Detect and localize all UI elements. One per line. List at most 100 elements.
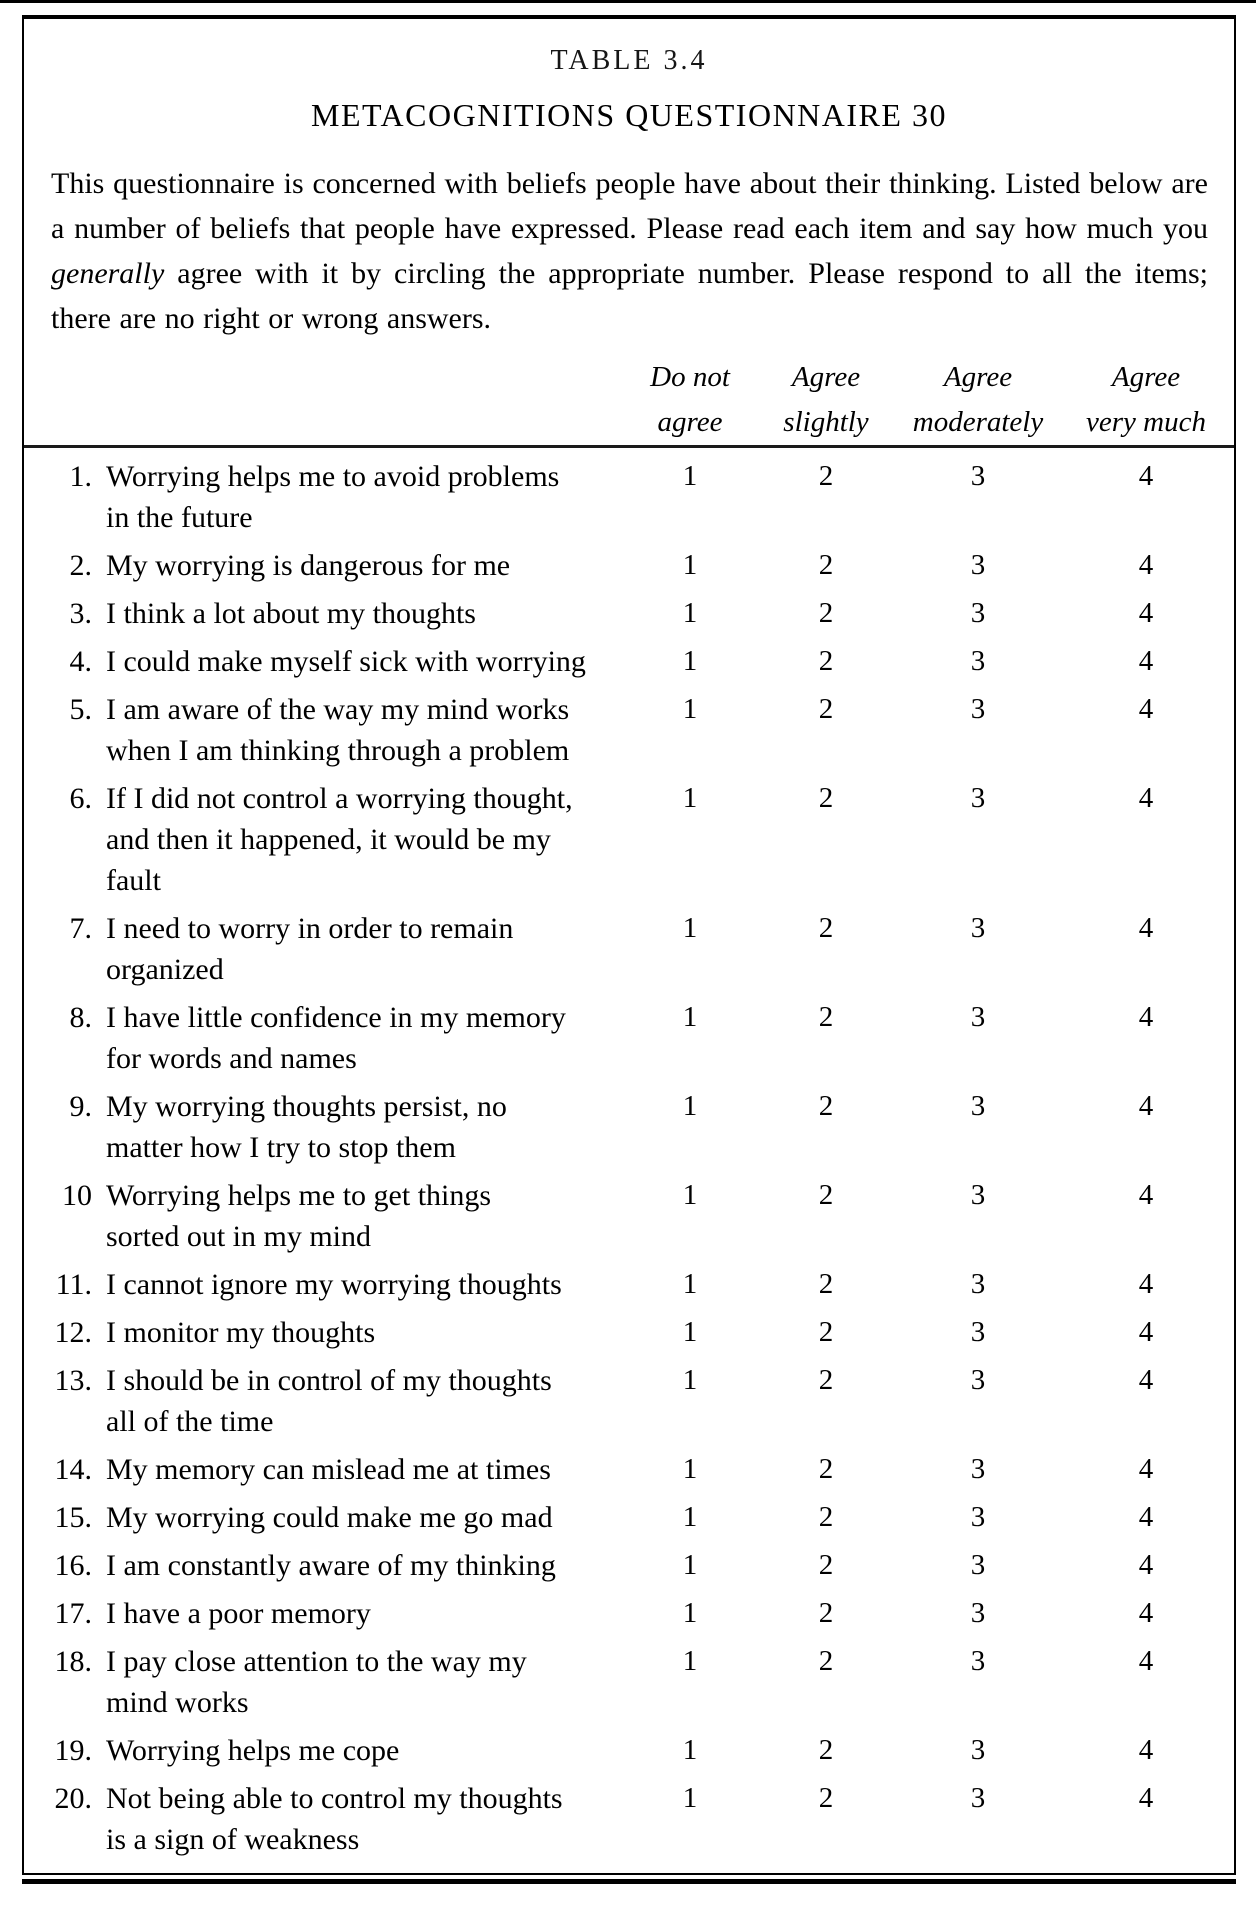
item-number: 9. — [69, 1090, 93, 1123]
item-number: 10 — [62, 1179, 92, 1212]
rating-option-4: 4 — [1138, 549, 1154, 581]
intro-emphasis: generally — [51, 257, 165, 290]
item-text-line: and then it happened, it would be my — [106, 823, 551, 856]
item-number: 17. — [54, 1597, 93, 1630]
rating-option-4: 4 — [1138, 1268, 1154, 1300]
item-text-line: fault — [106, 864, 161, 897]
rating-option-1: 1 — [682, 1597, 698, 1629]
rating-column-headers: Do not agree Agree slightly Agree modera… — [24, 355, 1234, 445]
item-text-line: My worrying is dangerous for me — [106, 549, 511, 582]
rating-option-4: 4 — [1138, 693, 1154, 725]
questionnaire-item: 17. I have a poor memory 1 2 3 4 — [24, 1593, 1234, 1634]
item-text-line: My worrying thoughts persist, no — [106, 1090, 507, 1123]
rating-option-1: 1 — [682, 693, 698, 725]
item-text-line: I am constantly aware of my thinking — [106, 1549, 556, 1582]
questionnaire-item: 13. I should be in control of my thought… — [24, 1360, 1234, 1442]
item-text: If I did not control a worrying thought,… — [106, 778, 1234, 901]
item-text-line: I should be in control of my thoughts — [106, 1364, 552, 1397]
rating-option-3: 3 — [970, 693, 986, 725]
rating-option-2: 2 — [818, 912, 834, 944]
header-separator-rule — [24, 445, 1234, 448]
table-frame: TABLE 3.4 METACOGNITIONS QUESTIONNAIRE 3… — [22, 15, 1236, 1875]
rating-option-3: 3 — [970, 912, 986, 944]
item-text-line: Worrying helps me to get things — [106, 1179, 492, 1212]
item-text: I think a lot about my thoughts — [106, 593, 1234, 634]
item-number: 14. — [54, 1453, 93, 1486]
item-text: I should be in control of my thoughts all… — [106, 1360, 1234, 1442]
item-text-line: mind works — [106, 1686, 249, 1719]
item-text-line: Not being able to control my thoughts — [106, 1782, 563, 1815]
column-header-line: Do not — [650, 361, 730, 393]
item-number: 20. — [54, 1782, 93, 1815]
item-text-line: when I am thinking through a problem — [106, 734, 570, 767]
rating-option-3: 3 — [970, 549, 986, 581]
rating-option-1: 1 — [682, 1734, 698, 1766]
rating-option-4: 4 — [1138, 1549, 1154, 1581]
item-text: I am constantly aware of my thinking — [106, 1545, 1234, 1586]
rating-option-3: 3 — [970, 1645, 986, 1677]
item-text-line: sorted out in my mind — [106, 1220, 371, 1253]
item-text-line: matter how I try to stop them — [106, 1131, 456, 1164]
column-header-line: Agree — [943, 361, 1013, 393]
item-text-line: I have a poor memory — [106, 1597, 371, 1630]
intro-text-before: This questionnaire is concerned with bel… — [51, 167, 1208, 245]
intro-text-after: agree with it by circling the appropriat… — [51, 257, 1208, 335]
item-number: 3. — [69, 597, 93, 630]
questionnaire-item: 11. I cannot ignore my worrying thoughts… — [24, 1264, 1234, 1305]
rating-option-2: 2 — [818, 1549, 834, 1581]
questionnaire-item: 10 Worrying helps me to get things sorted… — [24, 1175, 1234, 1257]
questionnaire-item: 5. I am aware of the way my mind works wh… — [24, 689, 1234, 771]
rating-option-4: 4 — [1138, 782, 1154, 814]
rating-option-3: 3 — [970, 1364, 986, 1396]
rating-option-3: 3 — [970, 1090, 986, 1122]
item-text: I could make myself sick with worrying — [106, 641, 1234, 682]
rating-option-3: 3 — [970, 597, 986, 629]
rating-option-3: 3 — [970, 1316, 986, 1348]
item-text: I am aware of the way my mind works when … — [106, 689, 1234, 771]
item-text: My worrying thoughts persist, no matter h… — [106, 1086, 1234, 1168]
rating-option-4: 4 — [1138, 1782, 1154, 1814]
item-text-line: If I did not control a worrying thought, — [106, 782, 573, 815]
item-text-line: all of the time — [106, 1405, 274, 1438]
rating-option-2: 2 — [818, 645, 834, 677]
column-header-line: agree — [657, 406, 723, 438]
item-text: I need to worry in order to remain organi… — [106, 908, 1234, 990]
intro-paragraph: This questionnaire is concerned with bel… — [51, 161, 1208, 341]
rating-option-4: 4 — [1138, 645, 1154, 677]
questionnaire-item: 18. I pay close attention to the way my m… — [24, 1641, 1234, 1723]
rating-option-4: 4 — [1138, 1364, 1154, 1396]
rating-option-1: 1 — [682, 1001, 698, 1033]
rating-option-1: 1 — [682, 549, 698, 581]
item-text-line: I could make myself sick with worrying — [106, 645, 586, 678]
questionnaire-item: 9. My worrying thoughts persist, no matte… — [24, 1086, 1234, 1168]
table-label: TABLE 3.4 — [550, 45, 708, 76]
rating-option-1: 1 — [682, 1268, 698, 1300]
column-header-line: Agree — [791, 361, 861, 393]
rating-option-4: 4 — [1138, 460, 1154, 492]
item-number: 16. — [54, 1549, 93, 1582]
questionnaire-item: 12. I monitor my thoughts 1 2 3 4 — [24, 1312, 1234, 1353]
rating-option-2: 2 — [818, 1179, 834, 1211]
questionnaire-item: 2. My worrying is dangerous for me 1 2 3 4 — [24, 545, 1234, 586]
item-text: My worrying is dangerous for me — [106, 545, 1234, 586]
rating-option-2: 2 — [818, 782, 834, 814]
item-text: I have little confidence in my memory for… — [106, 997, 1234, 1079]
item-number: 2. — [69, 549, 93, 582]
column-header-line: Agree — [1111, 361, 1181, 393]
rating-option-1: 1 — [682, 645, 698, 677]
item-text-line: organized — [106, 953, 224, 986]
questionnaire-item: 6. If I did not control a worrying thoug… — [24, 778, 1234, 901]
rating-option-2: 2 — [818, 1734, 834, 1766]
rating-option-2: 2 — [818, 1316, 834, 1348]
column-header-line: very much — [1086, 406, 1206, 438]
rating-option-1: 1 — [682, 1364, 698, 1396]
rating-option-3: 3 — [970, 1501, 986, 1533]
rating-option-3: 3 — [970, 1782, 986, 1814]
column-header-line: slightly — [783, 406, 869, 438]
rating-option-1: 1 — [682, 1645, 698, 1677]
rating-option-3: 3 — [970, 645, 986, 677]
rating-option-3: 3 — [970, 1734, 986, 1766]
rating-option-2: 2 — [818, 1268, 834, 1300]
questionnaire-item: 19. Worrying helps me cope 1 2 3 4 — [24, 1730, 1234, 1771]
rating-option-4: 4 — [1138, 1597, 1154, 1629]
